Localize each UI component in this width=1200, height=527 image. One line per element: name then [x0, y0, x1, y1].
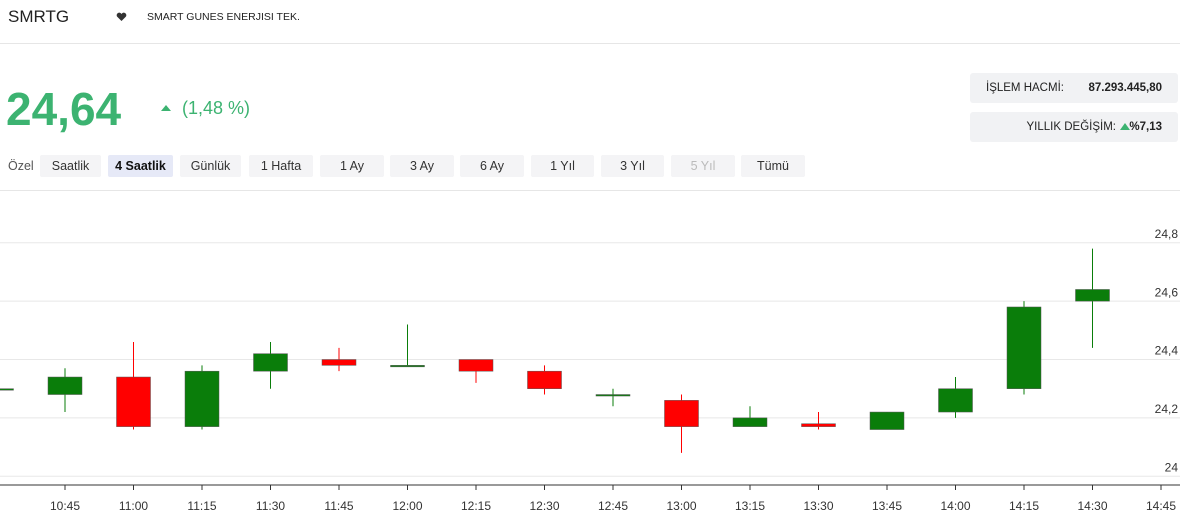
candle-body — [253, 353, 288, 372]
divider — [0, 43, 1180, 44]
candle-body — [595, 394, 631, 397]
candle-body — [0, 388, 14, 391]
x-tick-label: 11:45 — [324, 499, 353, 513]
x-tick-label: 11:00 — [119, 499, 148, 513]
period-button[interactable]: 1 Ay — [320, 155, 384, 177]
x-tick-label: 13:15 — [735, 499, 765, 513]
x-tick-label: 14:00 — [940, 499, 970, 513]
last-price: 24,64 — [6, 83, 122, 135]
favorite-icon[interactable] — [116, 12, 127, 22]
x-tick-label: 12:15 — [461, 499, 491, 513]
y-tick-label: 24,8 — [1155, 227, 1179, 241]
x-tick-label: 14:30 — [1077, 499, 1107, 513]
candle-body — [1075, 289, 1110, 302]
y-tick-label: 24 — [1165, 460, 1179, 474]
period-button[interactable]: 6 Ay — [460, 155, 524, 177]
candle-body — [47, 376, 83, 395]
x-tick-label: 12:30 — [529, 499, 559, 513]
period-button[interactable]: 1 Yıl — [531, 155, 594, 177]
symbol: SMRTG — [8, 7, 70, 26]
period-button: 5 Yıl — [671, 155, 735, 177]
candle-body — [390, 365, 425, 368]
price-change: (1,48 %) — [182, 98, 251, 118]
candle-body — [664, 400, 699, 427]
candle-body — [938, 388, 973, 413]
y-tick-label: 24,6 — [1155, 285, 1179, 299]
candle-body — [527, 370, 562, 389]
y-tick-label: 24,2 — [1155, 402, 1179, 416]
x-tick-label: 14:15 — [1009, 499, 1039, 513]
candle-body — [184, 370, 220, 427]
yearly-label: YILLIK DEĞİŞİM: — [1026, 121, 1116, 133]
candle-body — [458, 359, 494, 372]
yearly-value: %7,13 — [1129, 121, 1162, 133]
x-tick-label: 13:00 — [666, 499, 696, 513]
period-button[interactable]: 3 Ay — [390, 155, 454, 177]
volume-box: İŞLEM HACMİ: 87.293.445,80 — [970, 73, 1178, 103]
x-tick-label: 13:45 — [872, 499, 902, 513]
chart: 24 24,2 24,4 24,6 24,8 10:45 11:00 11:15 11:30 11… — [0, 227, 1180, 513]
period-button[interactable]: 1 Hafta — [249, 155, 313, 177]
x-tick-label: 11:15 — [187, 499, 216, 513]
x-tick-label: 12:00 — [392, 499, 422, 513]
candle-body — [116, 376, 151, 427]
period-button[interactable]: Günlük — [180, 155, 241, 177]
divider — [0, 190, 1180, 191]
candle-body — [321, 359, 357, 366]
x-tick-label: 14:45 — [1146, 499, 1176, 513]
period-button[interactable]: Saatlik — [40, 155, 101, 177]
period-label: Özel — [8, 159, 34, 173]
period-button[interactable]: 3 Yıl — [601, 155, 664, 177]
x-tick-label: 13:30 — [803, 499, 833, 513]
y-tick-label: 24,4 — [1155, 344, 1179, 358]
x-tick-label: 10:45 — [50, 499, 80, 513]
up-arrow — [161, 105, 171, 111]
x-tick-label: 11:30 — [256, 499, 285, 513]
candle-body — [732, 417, 768, 427]
volume-value: 87.293.445,80 — [1088, 82, 1162, 94]
yearly-box: YILLIK DEĞİŞİM: %7,13 — [970, 112, 1178, 142]
period-button[interactable]: Tümü — [741, 155, 805, 177]
candle-body — [1006, 306, 1042, 389]
company-name: SMART GUNES ENERJISI TEK. — [147, 11, 300, 23]
period-button[interactable]: 4 Saatlik — [108, 155, 173, 177]
candle-body — [801, 423, 836, 427]
up-arrow — [1120, 123, 1130, 130]
x-tick-label: 12:45 — [598, 499, 628, 513]
volume-label: İŞLEM HACMİ: — [986, 82, 1064, 94]
candle-body — [869, 411, 905, 430]
